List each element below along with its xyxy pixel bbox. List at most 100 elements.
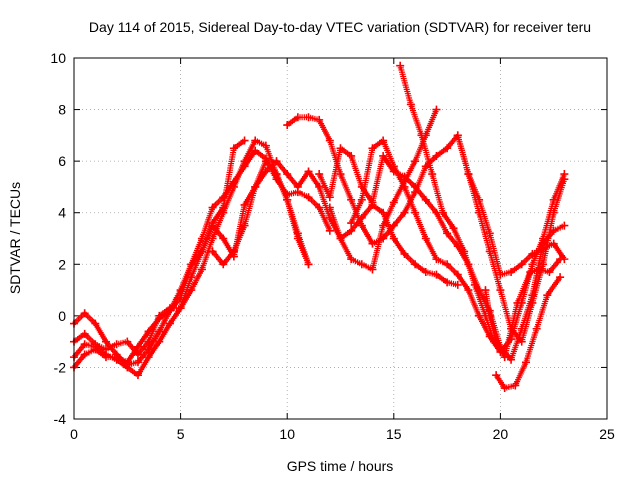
data-point [556, 273, 565, 282]
data-point [80, 350, 89, 359]
data-point [357, 195, 366, 204]
data-point [325, 226, 334, 235]
data-point [500, 353, 509, 362]
data-point [507, 355, 516, 364]
data-point [304, 167, 313, 176]
data-point [549, 239, 558, 248]
series-trace [453, 131, 569, 346]
data-point [400, 249, 409, 258]
data-point [304, 260, 313, 269]
series-trace [325, 105, 441, 274]
data-point [492, 371, 501, 380]
data-point [304, 113, 313, 122]
data-point [336, 144, 345, 153]
data-point [379, 208, 388, 217]
data-point [219, 260, 228, 269]
data-point [123, 337, 132, 346]
series-trace [70, 136, 249, 372]
data-point [325, 136, 334, 145]
data-point [500, 384, 509, 393]
series-trace [481, 255, 565, 362]
data-point [251, 136, 260, 145]
x-tick-label: 25 [599, 426, 615, 442]
y-tick-label: 0 [58, 308, 66, 324]
data-point [325, 203, 334, 212]
data-point [197, 265, 206, 274]
data-point [443, 278, 452, 287]
data-point [144, 345, 153, 354]
data-point [272, 157, 281, 166]
data-point [368, 265, 377, 274]
data-point [165, 306, 174, 315]
y-tick-label: 8 [58, 102, 66, 118]
data-point [208, 203, 217, 212]
series-trace [70, 136, 313, 359]
data-point [521, 358, 530, 367]
data-point [464, 170, 473, 179]
data-point [208, 219, 217, 228]
data-point [464, 286, 473, 295]
data-point [112, 353, 121, 362]
data-point [272, 170, 281, 179]
data-point [432, 105, 441, 114]
data-point [197, 247, 206, 256]
data-point [315, 115, 324, 124]
data-point [133, 371, 142, 380]
data-point [417, 131, 426, 140]
data-point [481, 286, 490, 295]
data-point [133, 350, 142, 359]
data-point [432, 151, 441, 160]
data-point [123, 358, 132, 367]
data-point [240, 221, 249, 230]
data-point [155, 314, 164, 323]
data-point [389, 234, 398, 243]
data-point [453, 280, 462, 289]
data-point [543, 291, 552, 300]
data-point [421, 162, 430, 171]
data-point [396, 61, 405, 70]
data-point [400, 208, 409, 217]
data-point [315, 203, 324, 212]
data-point [315, 182, 324, 191]
data-point [368, 198, 377, 207]
data-point [293, 113, 302, 122]
data-point [389, 162, 398, 171]
x-tick-label: 10 [279, 426, 295, 442]
data-point [208, 234, 217, 243]
data-point [443, 144, 452, 153]
y-tick-label: -2 [54, 359, 67, 375]
data-point [432, 270, 441, 279]
data-point [208, 247, 217, 256]
plot-frame [73, 57, 608, 420]
data-point [101, 337, 110, 346]
y-tick-label: 4 [58, 205, 66, 221]
data-point [112, 340, 121, 349]
data-point [411, 260, 420, 269]
data-point [438, 208, 447, 217]
data-point [453, 131, 462, 140]
data-point [453, 270, 462, 279]
data-point [80, 329, 89, 338]
data-point [347, 195, 356, 204]
data-point [389, 198, 398, 207]
data-point [357, 260, 366, 269]
data-point [496, 286, 505, 295]
y-tick-label: 6 [58, 153, 66, 169]
data-point [176, 293, 185, 302]
data-point [283, 170, 292, 179]
data-point [155, 327, 164, 336]
data-point [517, 260, 526, 269]
data-point [80, 309, 89, 318]
data-point [411, 157, 420, 166]
data-point [460, 247, 469, 256]
data-point [549, 208, 558, 217]
data-point [357, 221, 366, 230]
data-point [389, 221, 398, 230]
data-point [400, 182, 409, 191]
data-point [507, 268, 516, 277]
data-point [229, 247, 238, 256]
y-tick-label: -4 [54, 411, 67, 427]
data-point [556, 255, 565, 264]
data-point [406, 100, 415, 109]
data-point [421, 268, 430, 277]
